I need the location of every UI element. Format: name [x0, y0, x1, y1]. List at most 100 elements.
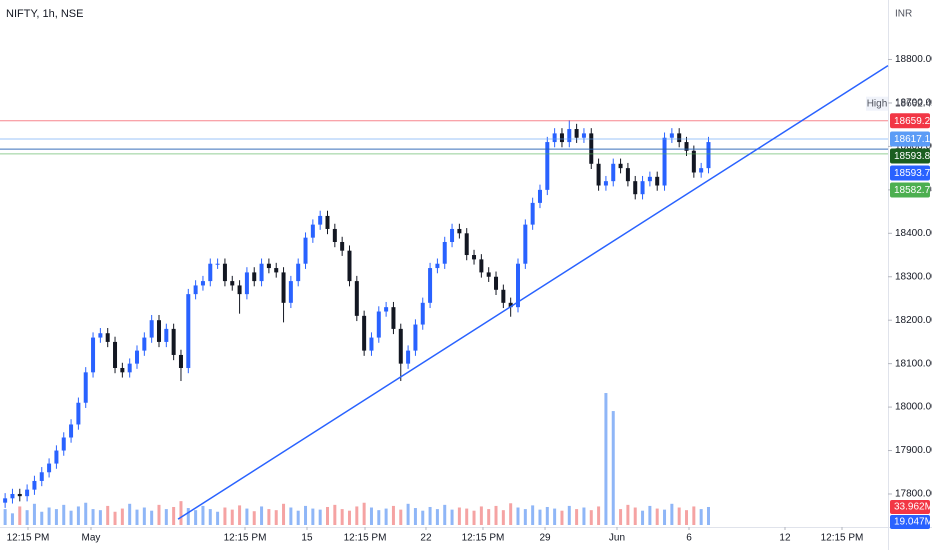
candle-body [10, 493, 15, 499]
volume-bar [369, 507, 373, 525]
candle-body [523, 224, 528, 264]
candle-body [398, 328, 403, 364]
volume-bar [406, 503, 410, 525]
x-tick-label: 29 [539, 533, 551, 544]
volume-bar [501, 510, 505, 525]
candle-body [120, 367, 125, 373]
volume-bar [523, 509, 527, 525]
volume-bar [164, 509, 168, 525]
price-tag-bg [890, 165, 930, 181]
candle-body [699, 168, 704, 173]
volume-tag: 19.047M [894, 517, 932, 528]
volume-bar [582, 507, 586, 525]
y-tick-label: 17900.00 [895, 445, 932, 456]
candle-body [222, 263, 227, 282]
price-tag-bg [890, 113, 930, 129]
volume-bar [223, 507, 227, 525]
candle-body [259, 263, 264, 282]
volume-bar [25, 510, 29, 525]
candle-body [647, 176, 652, 182]
candle-body [127, 363, 132, 373]
candle-body [69, 424, 74, 438]
high-tag-bg [866, 96, 888, 111]
volume-bar [677, 507, 681, 525]
volume-bar [399, 509, 403, 525]
volume-bar [633, 507, 637, 525]
candle-body [428, 268, 433, 303]
volume-bar [575, 509, 579, 525]
volume-bar [76, 506, 80, 525]
y-tick-label: 18100.00 [895, 358, 932, 369]
volume-bar [128, 503, 132, 525]
price-tag-bg [890, 131, 930, 147]
candle-body [508, 302, 513, 308]
volume-bar [706, 506, 710, 525]
high-tag: High [867, 98, 888, 109]
candle-body [662, 137, 667, 186]
volume-bar [54, 509, 58, 525]
candle-body [135, 350, 140, 364]
candle-body [91, 337, 96, 373]
volume-tag-bg [890, 500, 930, 514]
volume-bar [516, 507, 520, 525]
volume-bar [699, 509, 703, 525]
candle-body [230, 281, 235, 286]
volume-tag: 33.962M [894, 502, 932, 513]
x-tick-label: 12:15 PM [7, 533, 50, 544]
volume-bar [333, 504, 337, 525]
volume-bar [626, 504, 630, 525]
candle-body [567, 129, 572, 143]
volume-bar [670, 503, 674, 525]
volume-bar [91, 509, 95, 525]
candle-body [574, 129, 579, 138]
candle-body [537, 189, 542, 203]
x-tick-label: 22 [420, 533, 432, 544]
x-tick-label: 12:15 PM [821, 533, 864, 544]
x-tick-label: 12:15 PM [224, 533, 267, 544]
x-tick-label: May [82, 533, 101, 544]
candle-body [677, 133, 682, 143]
volume-bar [69, 510, 73, 525]
candle-body [296, 263, 301, 282]
volume-bar [47, 507, 51, 525]
candle-body [3, 498, 8, 503]
price-tag: 18659.20 [894, 116, 932, 127]
volume-bar [663, 509, 667, 525]
candle-body [362, 315, 367, 351]
volume-bar [113, 511, 117, 525]
volume-bar [391, 505, 395, 525]
volume-bar [172, 506, 176, 525]
candle-body [479, 259, 484, 273]
volume-bar [120, 508, 124, 525]
volume-bar [267, 509, 271, 525]
candle-body [171, 328, 176, 355]
volume-bar [538, 509, 542, 525]
candle-body [603, 181, 608, 186]
volume-bar [465, 508, 469, 525]
volume-bar [692, 506, 696, 525]
candle-body [486, 272, 491, 277]
volume-bar [10, 513, 14, 525]
volume-bar [362, 502, 366, 525]
candle-body [391, 307, 396, 329]
candle-body [244, 272, 249, 295]
volume-bar [487, 509, 491, 525]
volume-bar [230, 509, 234, 525]
candle-body [61, 437, 66, 451]
volume-bar [318, 509, 322, 525]
volume-bar [150, 510, 154, 525]
volume-bar [494, 505, 498, 525]
candle-body [472, 255, 477, 260]
volume-bar [648, 505, 652, 525]
candle-body [156, 320, 161, 342]
volume-bar [435, 509, 439, 525]
candle-body [494, 276, 499, 290]
volume-bar [40, 511, 44, 525]
volume-bar [186, 508, 190, 525]
price-tag: 18593.85 [894, 151, 932, 162]
volume-bar [84, 502, 88, 525]
candle-body [178, 354, 183, 368]
volume-bar [326, 506, 330, 525]
